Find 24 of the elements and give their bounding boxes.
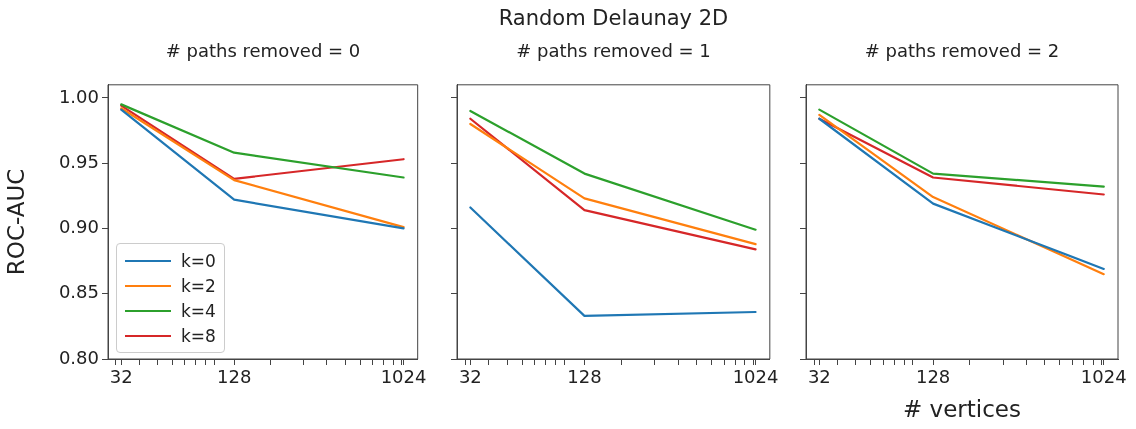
x-tick-label: 1024: [732, 366, 779, 388]
y-tick-label: 0.80: [58, 346, 99, 368]
chart-title: Random Delaunay 2D: [497, 6, 730, 30]
x-tick-label: 128: [567, 366, 602, 388]
x-tick-label: 32: [109, 366, 133, 388]
x-tick-label: 1024: [380, 366, 427, 388]
chart-subtitle: # paths removed = 2: [863, 40, 1061, 61]
y-tick-label: 0.85: [58, 281, 99, 303]
y-tick-label: 0.95: [58, 150, 99, 172]
x-tick-label: 32: [807, 366, 831, 388]
chart-subtitle: # paths removed = 1: [515, 40, 712, 61]
legend-label: k=8: [181, 325, 216, 346]
x-axis-title: # vertices: [903, 396, 1021, 423]
x-tick-label: 128: [915, 366, 951, 388]
x-tick-label: 32: [458, 366, 482, 388]
y-axis-title: ROC-AUC: [2, 168, 29, 276]
x-tick-label: 128: [216, 366, 252, 388]
legend-label: k=4: [181, 300, 216, 321]
legend-label: k=0: [181, 250, 216, 271]
y-tick-label: 0.90: [58, 216, 99, 238]
y-tick-label: 1.00: [58, 85, 99, 107]
legend-label: k=2: [181, 275, 216, 296]
x-tick-label: 1024: [1080, 366, 1127, 388]
chart-subtitle: # paths removed = 0: [164, 40, 362, 61]
